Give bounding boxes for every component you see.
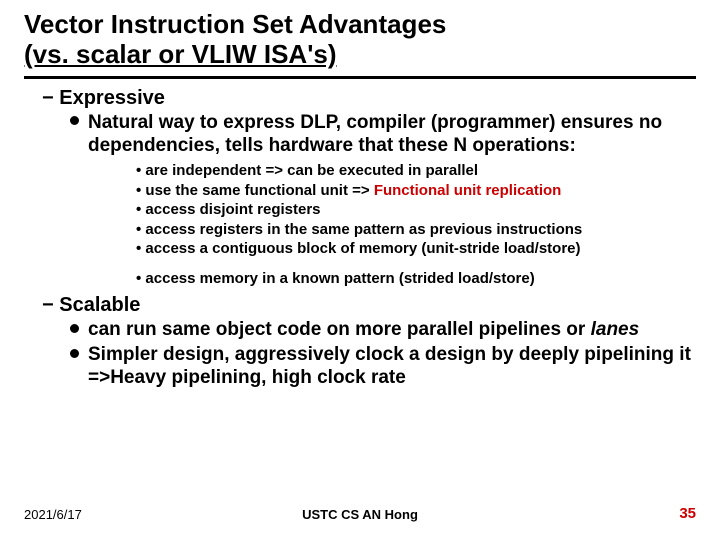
section-expressive-label: Expressive xyxy=(59,87,165,109)
bullet-icon xyxy=(70,324,79,333)
section-expressive: Expressive xyxy=(42,87,696,110)
expr-bullet-2-text-a: use the same functional unit => xyxy=(145,182,373,199)
expr-bullet-4: access registers in the same pattern as … xyxy=(136,220,696,240)
scalable-sub1-text-a: can run same object code on more paralle… xyxy=(88,319,591,340)
expr-bullet-2-text-b: Functional unit replication xyxy=(374,182,562,199)
expr-bullet-1-text: are independent => can be executed in pa… xyxy=(145,162,478,179)
section-scalable-label: Scalable xyxy=(59,294,140,316)
section-scalable: Scalable xyxy=(42,294,696,317)
scalable-sub2: Simpler design, aggressively clock a des… xyxy=(70,344,696,390)
expr-bullet-5: access a contiguous block of memory (uni… xyxy=(136,239,696,259)
title-line1: Vector Instruction Set Advantages xyxy=(24,9,446,39)
scalable-sub1-text-b: lanes xyxy=(591,319,640,340)
title-rule xyxy=(24,76,696,79)
expr-bullet-6-text: access memory in a known pattern (stride… xyxy=(145,270,534,287)
expr-bullet-5-text: access a contiguous block of memory (uni… xyxy=(145,240,580,257)
expressive-sub1: Natural way to express DLP, compiler (pr… xyxy=(70,112,696,158)
slide: Vector Instruction Set Advantages (vs. s… xyxy=(0,0,720,540)
expr-bullet-4-text: access registers in the same pattern as … xyxy=(145,221,582,238)
bullet-icon xyxy=(70,349,79,358)
expr-bullet-3: access disjoint registers xyxy=(136,200,696,220)
scalable-sub2-text: Simpler design, aggressively clock a des… xyxy=(88,344,691,388)
expr-bullet-3-text: access disjoint registers xyxy=(145,201,320,218)
scalable-sub1: can run same object code on more paralle… xyxy=(70,319,696,342)
footer-page-number: 35 xyxy=(679,505,696,522)
footer-center: USTC CS AN Hong xyxy=(0,507,720,522)
expr-bullet-1: are independent => can be executed in pa… xyxy=(136,161,696,181)
expr-bullet-6: access memory in a known pattern (stride… xyxy=(136,269,696,289)
slide-title: Vector Instruction Set Advantages (vs. s… xyxy=(24,10,696,74)
title-line2: (vs. scalar or VLIW ISA's) xyxy=(24,39,337,69)
expr-bullet-2: use the same functional unit => Function… xyxy=(136,181,696,201)
expressive-sub1-text: Natural way to express DLP, compiler (pr… xyxy=(88,112,662,156)
bullet-icon xyxy=(70,116,79,125)
